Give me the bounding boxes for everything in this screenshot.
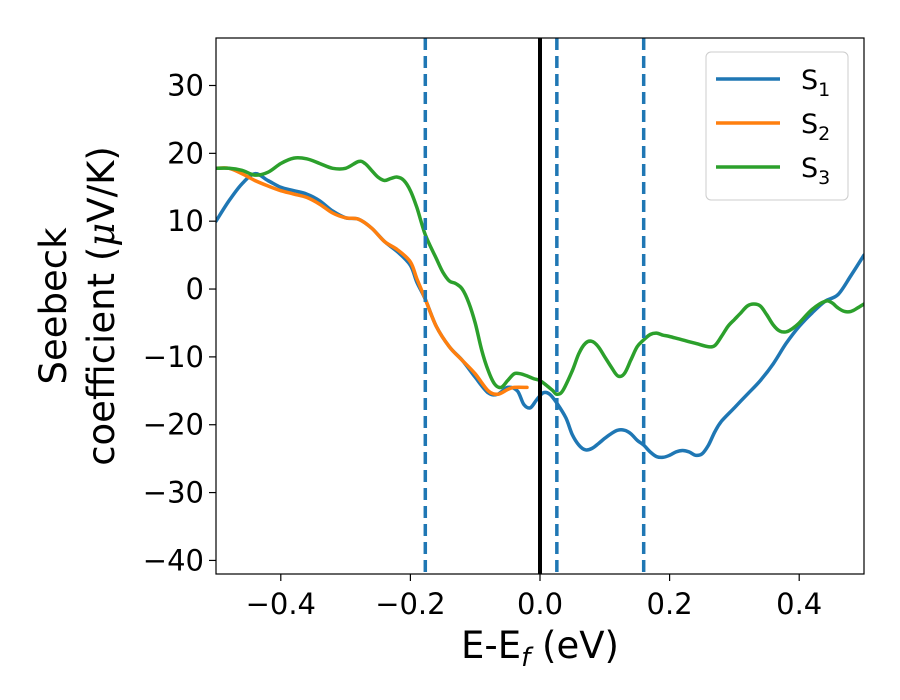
x-tick-label: 0.2: [647, 587, 693, 621]
legend-label-s3: S3: [801, 153, 830, 189]
legend: S1 S2 S3: [705, 51, 849, 201]
series-line-s2: [216, 166, 529, 397]
legend-box: [705, 51, 849, 201]
legend-label-s1: S1: [801, 65, 830, 101]
x-axis-title-rest: (eV): [530, 624, 619, 667]
x-tick-label: −0.4: [246, 587, 316, 621]
y-tick-label: 20: [167, 136, 204, 170]
y-axis-title-suffix: V/K): [80, 146, 123, 222]
x-axis-title: E-Ef (eV): [461, 624, 619, 673]
y-axis-title-mu: μ: [80, 223, 123, 247]
x-axis-title-main: E-E: [461, 624, 521, 667]
y-axis-title: Seebeck coefficient (μV/K): [32, 146, 123, 466]
y-axis-title-line1: Seebeck: [32, 227, 75, 385]
y-tick-label: 30: [167, 68, 204, 102]
y-tick-label: −10: [143, 340, 204, 374]
x-tick-label: −0.2: [375, 587, 445, 621]
x-tick-label: 0.4: [776, 587, 822, 621]
series-layer: [216, 155, 864, 460]
legend-label-s2: S2: [801, 109, 830, 145]
y-tick-label: −40: [143, 543, 204, 577]
y-tick-label: 10: [167, 204, 204, 238]
y-tick-label: 0: [186, 272, 204, 306]
vline-layer: [423, 38, 646, 574]
y-axis-title-line2: coefficient (μV/K): [80, 146, 123, 466]
series-line-s3: [216, 155, 864, 396]
y-tick-label: −30: [143, 476, 204, 510]
y-axis-ticks: 30 20 10 0 −10 −20 −30 −40: [143, 68, 216, 577]
y-tick-label: −20: [143, 408, 204, 442]
x-tick-label: 0.0: [517, 587, 563, 621]
y-axis-title-prefix: coefficient (: [80, 247, 123, 466]
x-axis-ticks: −0.4 −0.2 0.0 0.2 0.4: [246, 574, 822, 621]
